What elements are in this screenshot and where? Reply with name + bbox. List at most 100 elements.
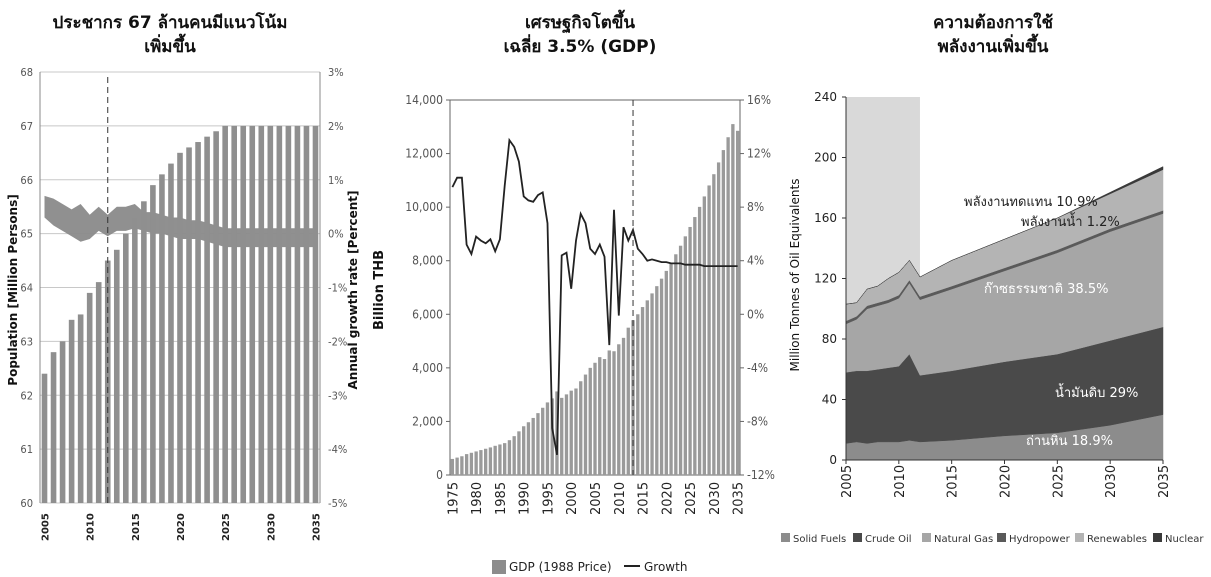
gdp-bar bbox=[645, 300, 649, 475]
annotation-crude-oil: น้ำมันดิบ 29% bbox=[1055, 383, 1138, 401]
legend-label-growth: Growth bbox=[644, 560, 687, 574]
energy-legend-swatch bbox=[922, 533, 931, 542]
gdp-bar bbox=[593, 362, 597, 475]
population-bar bbox=[249, 125, 256, 503]
gdp-bar bbox=[455, 457, 459, 475]
energy-y-tick: 40 bbox=[822, 393, 837, 407]
population-y-tick: 62 bbox=[20, 389, 33, 402]
population-y-tick: 64 bbox=[20, 282, 33, 295]
energy-area bbox=[845, 166, 1164, 305]
population-bar bbox=[113, 249, 120, 503]
gdp-title-line1: เศรษฐกิจโตขึ้น bbox=[525, 9, 635, 34]
gdp-y-tick: 2,000 bbox=[412, 414, 443, 428]
population-bar bbox=[267, 125, 274, 503]
gdp-bar bbox=[621, 337, 626, 475]
annotation-natural-gas: ก๊าซธรรมชาติ 38.5% bbox=[984, 282, 1108, 297]
gdp-bar bbox=[617, 344, 621, 475]
population-bars bbox=[41, 125, 319, 504]
gdp-growth-y-tick: 16% bbox=[747, 93, 771, 107]
population-bar bbox=[50, 352, 57, 503]
energy-legend-swatch bbox=[997, 533, 1006, 542]
population-bar bbox=[150, 185, 156, 503]
growth-y-tick: -4% bbox=[328, 443, 347, 456]
gdp-bar bbox=[631, 320, 635, 475]
gdp-growth-y-tick: -8% bbox=[747, 414, 768, 428]
population-bar bbox=[240, 125, 247, 503]
population-y-tick: 66 bbox=[20, 174, 33, 187]
gdp-y-ticks: 0 2,000 4,000 6,000 8,000 10,000 12,000 14,000 bbox=[405, 93, 450, 482]
gdp-x-tick: 2020 bbox=[660, 482, 675, 515]
population-y-tick: 63 bbox=[20, 335, 33, 348]
population-x-ticks: 2005 2010 2015 2020 2025 2030 2035 bbox=[41, 513, 323, 541]
gdp-bar bbox=[697, 206, 702, 475]
population-ylabel: Population [Million Persons] bbox=[6, 194, 20, 385]
energy-ylabel: Million Tonnes of Oil Equivalents bbox=[788, 179, 802, 372]
gdp-bar bbox=[731, 124, 735, 475]
population-title-line1: ประชากร 67 ล้านคนมีแนวโน้ม bbox=[53, 12, 288, 33]
energy-x-ticks: 2005 2010 2015 2020 2025 2030 2035 bbox=[840, 460, 1172, 498]
gdp-bar bbox=[650, 293, 654, 475]
gdp-x-tick: 2030 bbox=[708, 482, 723, 515]
gdp-bar bbox=[479, 450, 483, 475]
gdp-y-tick: 0 bbox=[436, 468, 443, 482]
population-bar bbox=[132, 217, 138, 503]
gdp-y-tick: 12,000 bbox=[405, 147, 443, 161]
chart-population: ประชากร 67 ล้านคนมีแนวโน้ม เพิ่มขึ้น 606… bbox=[6, 12, 360, 541]
population-bar bbox=[95, 282, 102, 503]
energy-legend-label: Renewables bbox=[1087, 534, 1147, 545]
gdp-title-line2: เฉลี่ย 3.5% (GDP) bbox=[504, 34, 657, 57]
gdp-growth-y-tick: 12% bbox=[747, 147, 771, 161]
population-y-tick: 65 bbox=[20, 228, 33, 241]
gdp-bar bbox=[655, 286, 659, 475]
gdp-bar bbox=[688, 226, 692, 475]
population-x-tick: 2035 bbox=[311, 513, 322, 541]
population-x-tick: 2010 bbox=[86, 513, 97, 541]
gdp-bar bbox=[693, 217, 697, 475]
gdp-bar bbox=[545, 402, 550, 475]
gdp-y-tick: 14,000 bbox=[405, 93, 443, 107]
energy-legend-label: Natural Gas bbox=[934, 534, 993, 545]
legend-label-gdp: GDP (1988 Price) bbox=[509, 560, 612, 574]
population-bar bbox=[294, 125, 301, 503]
gdp-bar bbox=[498, 444, 502, 475]
energy-y-tick: 80 bbox=[822, 332, 837, 346]
gdp-growth-y-tick: -4% bbox=[747, 361, 768, 375]
energy-legend-label: Solid Fuels bbox=[793, 534, 846, 545]
gdp-bar bbox=[602, 359, 607, 475]
energy-x-tick: 2025 bbox=[1051, 465, 1066, 498]
energy-y-ticks: 0 40 80 120 160 200 240 bbox=[814, 90, 846, 467]
growth-y-tick: -3% bbox=[328, 389, 347, 402]
gdp-bar bbox=[464, 454, 469, 475]
gdp-bar bbox=[474, 451, 478, 475]
growth-y-tick: -5% bbox=[328, 497, 347, 510]
gdp-bar bbox=[550, 398, 554, 475]
gdp-bar bbox=[574, 388, 578, 475]
population-bar bbox=[312, 125, 319, 503]
gdp-x-tick: 1995 bbox=[541, 482, 556, 515]
population-bar bbox=[204, 136, 210, 503]
population-bar bbox=[86, 292, 93, 503]
gdp-growth-y-tick: 4% bbox=[747, 254, 764, 268]
chart-energy: ความต้องการใช้ พลังงานเพิ่มขึ้น 0 40 80 120… bbox=[781, 12, 1204, 545]
growth-y-tick: 0% bbox=[328, 228, 344, 241]
population-title-line2: เพิ่มขึ้น bbox=[144, 33, 196, 57]
growth-y-tick: 1% bbox=[328, 174, 344, 187]
gdp-bars bbox=[450, 124, 740, 476]
population-bar bbox=[77, 314, 84, 503]
gdp-bar bbox=[450, 458, 455, 475]
gdp-bar bbox=[674, 254, 678, 475]
gdp-bar bbox=[626, 327, 630, 475]
population-y-tick: 67 bbox=[20, 120, 33, 133]
energy-x-tick: 2020 bbox=[999, 465, 1014, 498]
gdp-bar bbox=[583, 374, 588, 475]
population-x-tick: 2005 bbox=[41, 513, 52, 541]
population-bar bbox=[68, 319, 75, 503]
gdp-x-tick: 2005 bbox=[589, 482, 604, 515]
gdp-ylabel: Billion THB bbox=[372, 250, 387, 330]
energy-y-tick: 240 bbox=[814, 90, 837, 104]
gdp-bar bbox=[526, 422, 531, 475]
gdp-y-tick: 6,000 bbox=[412, 307, 443, 321]
gdp-bar bbox=[612, 351, 616, 475]
chart-gdp: เศรษฐกิจโตขึ้น เฉลี่ย 3.5% (GDP) 0 2,000 4… bbox=[372, 9, 775, 574]
